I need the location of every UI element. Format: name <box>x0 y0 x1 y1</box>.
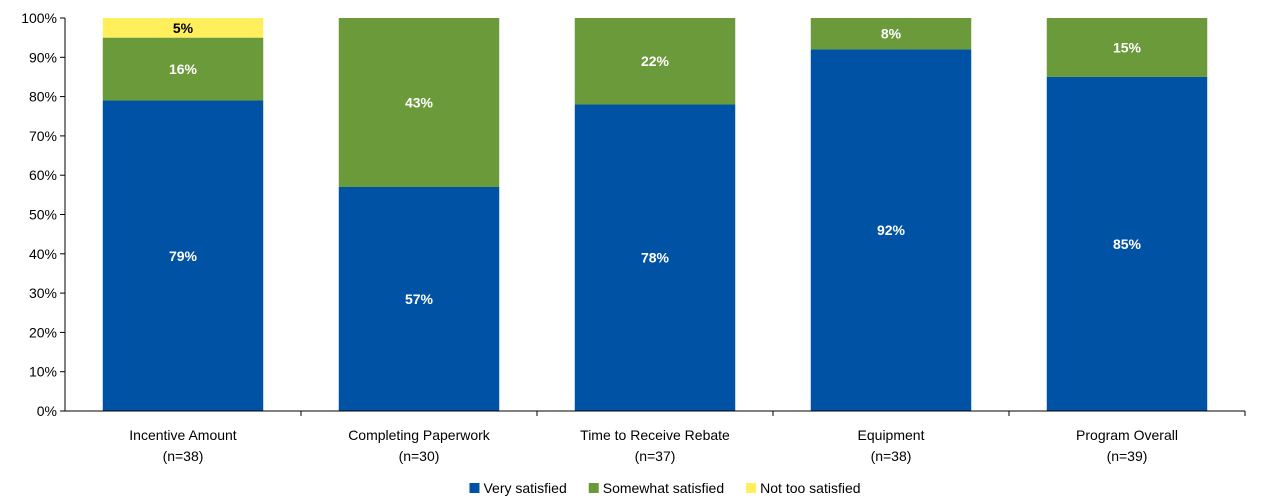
data-label: 15% <box>1113 39 1142 55</box>
x-tick-label: Equipment <box>858 427 925 443</box>
y-tick-label: 0% <box>37 403 57 419</box>
bar-segment <box>338 18 500 187</box>
x-axis: Incentive Amount (n=38) Completing Paperwo… <box>65 410 1246 464</box>
data-label: 92% <box>877 222 906 238</box>
x-tick-label: Program Overall <box>1076 427 1178 443</box>
bar-segment <box>102 37 264 101</box>
legend-item: Not too satisfied <box>746 480 861 496</box>
x-tick-label: Completing Paperwork <box>348 427 491 443</box>
y-axis: 0% 10% 20% 30% 40% 50% 60% 70% 80% 90% 100% <box>21 10 66 419</box>
y-tick-label: 50% <box>29 207 57 223</box>
data-label: 85% <box>1113 236 1142 252</box>
legend-item: Somewhat satisfied <box>588 480 724 496</box>
bar-segment <box>810 49 972 411</box>
y-tick-label: 100% <box>21 10 57 26</box>
bar-segment <box>338 186 500 411</box>
data-label: 79% <box>169 248 198 264</box>
legend-label: Not too satisfied <box>760 480 860 496</box>
legend-swatch <box>746 483 757 493</box>
data-label: 16% <box>169 61 198 77</box>
data-label: 43% <box>405 94 434 110</box>
data-label: 8% <box>881 26 902 42</box>
bar-segment <box>102 100 264 411</box>
data-label: 78% <box>641 250 670 266</box>
legend-label: Very satisfied <box>483 480 566 496</box>
bar-segment <box>574 18 736 105</box>
legend: Very satisfied Somewhat satisfied Not too … <box>469 480 861 496</box>
legend-item: Very satisfied <box>469 480 567 496</box>
legend-swatch <box>588 483 599 493</box>
x-tick-label: Incentive Amount <box>129 427 237 443</box>
y-tick-label: 30% <box>29 285 57 301</box>
data-label: 5% <box>173 20 194 36</box>
x-tick-sample-size: (n=38) <box>163 448 204 464</box>
y-tick-label: 10% <box>29 364 57 380</box>
x-tick-sample-size: (n=38) <box>871 448 912 464</box>
x-tick-label: Time to Receive Rebate <box>580 427 730 443</box>
y-tick-label: 20% <box>29 324 57 340</box>
bar-segment <box>810 18 972 50</box>
x-tick-sample-size: (n=39) <box>1107 448 1148 464</box>
x-tick-sample-size: (n=30) <box>399 448 440 464</box>
data-label: 22% <box>641 53 670 69</box>
bar-segment <box>1046 76 1208 411</box>
legend-label: Somewhat satisfied <box>603 480 724 496</box>
y-tick-label: 60% <box>29 167 57 183</box>
bar-segment <box>1046 18 1208 77</box>
bar-segment <box>574 104 736 412</box>
y-tick-label: 70% <box>29 128 57 144</box>
bars: 79% 16% 5% 57% 43% 78% 22% 92% 8% 85% 15% <box>102 18 1208 412</box>
y-tick-label: 40% <box>29 246 57 262</box>
bar-segment <box>102 18 264 38</box>
x-tick-sample-size: (n=37) <box>635 448 676 464</box>
y-tick-label: 90% <box>29 49 57 65</box>
y-tick-label: 80% <box>29 89 57 105</box>
data-label: 57% <box>405 291 434 307</box>
legend-swatch <box>469 483 480 493</box>
